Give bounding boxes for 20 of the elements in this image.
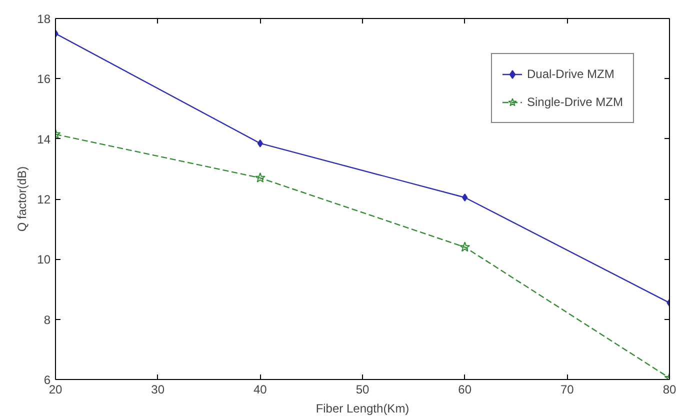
x-tick-label: 40 xyxy=(253,382,268,396)
y-tick-label: 14 xyxy=(37,132,51,146)
x-tick-label: 70 xyxy=(560,382,574,396)
legend-label: Single-Drive MZM xyxy=(526,95,623,109)
y-tick-label: 10 xyxy=(37,252,51,267)
legend-label: Dual-Drive MZM xyxy=(526,67,614,81)
x-tick-label: 60 xyxy=(458,382,472,396)
point xyxy=(257,139,263,148)
y-tick-label: 16 xyxy=(37,72,51,86)
x-tick-label: 30 xyxy=(151,382,165,396)
x-tick-label: 80 xyxy=(662,382,676,396)
x-axis-title: Fiber Length(Km) xyxy=(316,402,410,416)
y-tick-label: 8 xyxy=(44,312,51,327)
x-tick-label: 20 xyxy=(48,382,62,396)
y-tick-label: 6 xyxy=(44,373,51,387)
x-tick-label: 50 xyxy=(356,382,370,396)
y-axis-title: Q factor(dB) xyxy=(15,166,30,232)
y-tick-label: 18 xyxy=(37,12,51,26)
y-tick-label: 12 xyxy=(37,192,51,206)
point xyxy=(462,193,468,202)
